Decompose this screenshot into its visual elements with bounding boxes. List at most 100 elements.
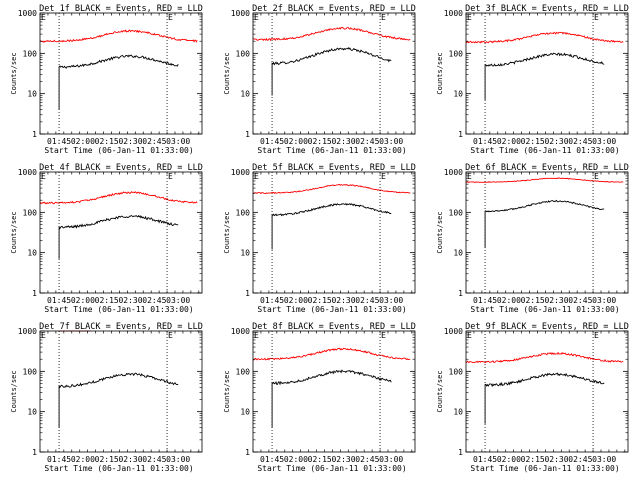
x-tick-label: 01:45 bbox=[473, 137, 497, 146]
y-tick-label: 10 bbox=[240, 249, 250, 258]
marker-label: E bbox=[467, 331, 472, 340]
x-tick-label: 02:30 bbox=[544, 137, 568, 146]
x-tick-label: 01:45 bbox=[260, 137, 284, 146]
x-tick-label: 02:00 bbox=[71, 137, 95, 146]
y-tick-label: 1 bbox=[458, 130, 463, 139]
y-tick-label: 1 bbox=[245, 289, 250, 298]
y-tick-label: 10 bbox=[453, 408, 463, 417]
marker-label: E bbox=[41, 172, 46, 181]
marker-label: E bbox=[254, 13, 259, 22]
y-tick-label: 100 bbox=[236, 208, 251, 217]
chart-title: Det 6f BLACK = Events, RED = LLD bbox=[465, 163, 629, 173]
series-events-line bbox=[271, 202, 392, 250]
marker-label: E bbox=[381, 172, 386, 181]
y-tick-label: 1000 bbox=[231, 168, 250, 177]
y-axis-label: Counts/sec bbox=[10, 52, 18, 94]
y-tick-label: 1000 bbox=[18, 9, 37, 18]
x-axis-label: Start Time (06-Jan-11 01:33:00) bbox=[257, 146, 406, 155]
y-tick-label: 1000 bbox=[444, 327, 463, 336]
chart-title: Det 4f BLACK = Events, RED = LLD bbox=[39, 163, 203, 173]
series-events-line bbox=[58, 372, 179, 428]
x-axis-label: Start Time (06-Jan-11 01:33:00) bbox=[470, 464, 619, 473]
series-lld-line bbox=[253, 347, 411, 361]
x-tick-label: 02:15 bbox=[308, 137, 332, 146]
y-tick-label: 1000 bbox=[231, 327, 250, 336]
x-tick-label: 01:45 bbox=[260, 296, 284, 305]
chart-title: Det 5f BLACK = Events, RED = LLD bbox=[252, 163, 416, 173]
series-lld-line bbox=[465, 177, 624, 183]
y-tick-label: 100 bbox=[449, 208, 464, 217]
chart-title: Det 8f BLACK = Events, RED = LLD bbox=[252, 322, 416, 332]
x-tick-label: 01:45 bbox=[47, 137, 71, 146]
y-tick-label: 10 bbox=[240, 408, 250, 417]
x-tick-label: 03:00 bbox=[379, 455, 403, 464]
x-tick-label: 02:30 bbox=[544, 455, 568, 464]
y-axis-label: Counts/sec bbox=[223, 370, 231, 412]
x-tick-label: 03:00 bbox=[166, 137, 190, 146]
x-tick-label: 03:00 bbox=[166, 455, 190, 464]
y-tick-label: 1 bbox=[32, 289, 37, 298]
series-events-line bbox=[484, 372, 605, 424]
x-tick-label: 02:00 bbox=[497, 455, 521, 464]
x-tick-label: 02:15 bbox=[308, 296, 332, 305]
x-tick-label: 02:30 bbox=[331, 137, 355, 146]
y-tick-label: 10 bbox=[453, 249, 463, 258]
series-events-line bbox=[271, 369, 392, 428]
x-tick-label: 01:45 bbox=[47, 296, 71, 305]
plot-frame bbox=[39, 171, 203, 294]
y-tick-label: 1 bbox=[458, 448, 463, 457]
x-tick-label: 02:45 bbox=[142, 296, 166, 305]
series-lld-line bbox=[253, 183, 411, 195]
x-tick-label: 02:45 bbox=[355, 455, 379, 464]
y-tick-label: 1 bbox=[32, 130, 37, 139]
x-tick-label: 03:00 bbox=[379, 296, 403, 305]
x-tick-label: 02:30 bbox=[544, 296, 568, 305]
x-tick-label: 01:45 bbox=[473, 296, 497, 305]
marker-label: E bbox=[168, 331, 173, 340]
x-tick-label: 02:45 bbox=[568, 296, 592, 305]
y-axis-label: Counts/sec bbox=[436, 211, 444, 253]
marker-label: E bbox=[381, 331, 386, 340]
marker-label: E bbox=[594, 172, 599, 181]
chart-title: Det 2f BLACK = Events, RED = LLD bbox=[252, 4, 416, 14]
series-lld-line bbox=[465, 31, 624, 44]
x-tick-label: 01:45 bbox=[47, 455, 71, 464]
series-lld-line bbox=[253, 26, 411, 42]
x-tick-label: 02:45 bbox=[142, 455, 166, 464]
y-tick-label: 100 bbox=[449, 367, 464, 376]
plot-frame bbox=[465, 171, 629, 294]
y-tick-label: 1000 bbox=[444, 9, 463, 18]
y-tick-label: 1 bbox=[458, 289, 463, 298]
x-tick-label: 02:30 bbox=[118, 455, 142, 464]
y-axis-label: Counts/sec bbox=[436, 370, 444, 412]
x-tick-label: 02:15 bbox=[95, 455, 119, 464]
marker-label: E bbox=[381, 13, 386, 22]
chart-title: Det 1f BLACK = Events, RED = LLD bbox=[39, 4, 203, 14]
x-tick-label: 03:00 bbox=[592, 137, 616, 146]
x-axis-label: Start Time (06-Jan-11 01:33:00) bbox=[257, 305, 406, 314]
marker-label: E bbox=[467, 172, 472, 181]
marker-label: E bbox=[254, 172, 259, 181]
x-tick-label: 02:45 bbox=[142, 137, 166, 146]
x-axis-label: Start Time (06-Jan-11 01:33:00) bbox=[470, 146, 619, 155]
y-axis-label: Counts/sec bbox=[436, 52, 444, 94]
x-tick-label: 03:00 bbox=[592, 296, 616, 305]
y-tick-label: 100 bbox=[23, 367, 38, 376]
x-tick-label: 02:45 bbox=[355, 137, 379, 146]
series-lld-line bbox=[465, 351, 624, 364]
x-axis-label: Start Time (06-Jan-11 01:33:00) bbox=[257, 464, 406, 473]
x-tick-label: 03:00 bbox=[379, 137, 403, 146]
x-tick-label: 02:15 bbox=[521, 137, 545, 146]
plot-frame bbox=[252, 171, 416, 294]
x-tick-label: 03:00 bbox=[592, 455, 616, 464]
x-tick-label: 02:00 bbox=[284, 137, 308, 146]
